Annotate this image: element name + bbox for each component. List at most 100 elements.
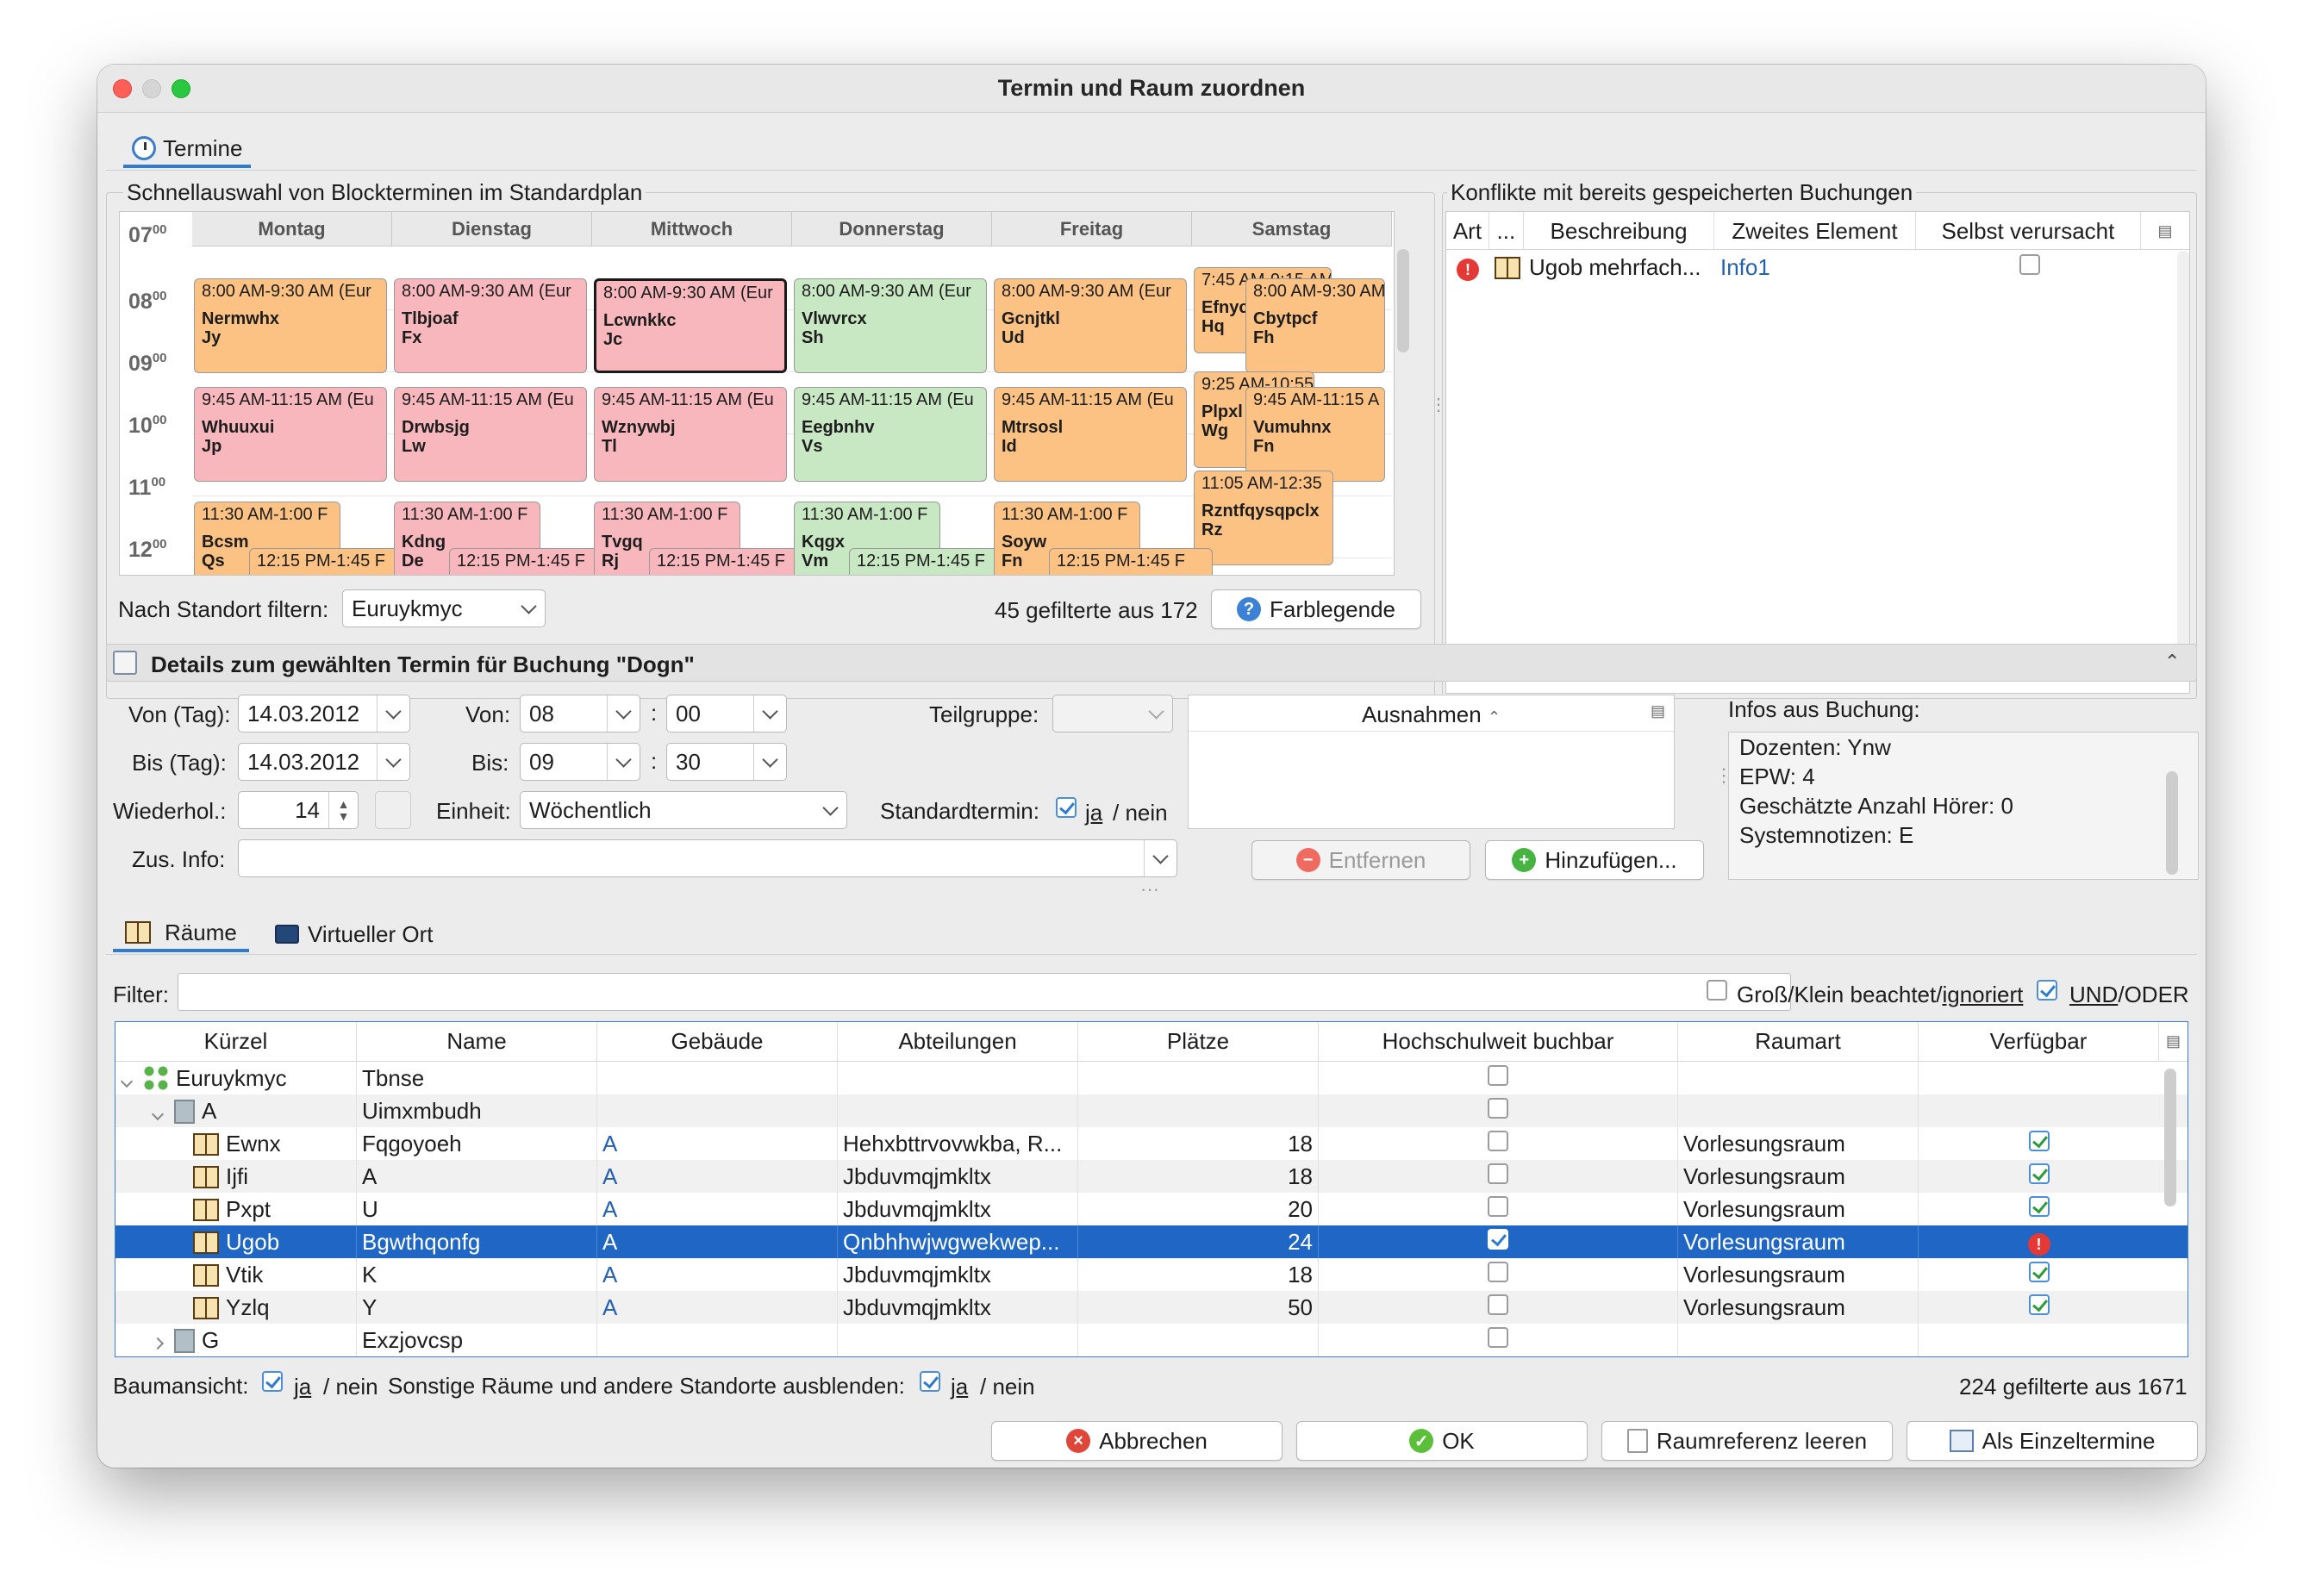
minimize-window-button[interactable]: [142, 79, 161, 98]
chevron-down-icon[interactable]: [377, 744, 409, 780]
calendar-event[interactable]: 9:45 AM-11:15 AM (Eu Drwbsjg Lw: [394, 387, 587, 482]
chevron-down-icon[interactable]: [1144, 840, 1176, 876]
stepper-arrows-icon[interactable]: ▲ ▼: [328, 792, 358, 828]
tab-raeume[interactable]: Räume: [113, 916, 249, 952]
teilgruppe-select[interactable]: [1052, 695, 1173, 733]
single-dates-button[interactable]: Als Einzeltermine: [1907, 1421, 2198, 1461]
cell-gebaeude[interactable]: A: [597, 1160, 838, 1193]
table-row[interactable]: Pxpt U A Jbduvmqjmkltx 20 Vorlesungsraum: [115, 1193, 2188, 1225]
campus-bookable-checkbox[interactable]: [1488, 1262, 1508, 1282]
col-beschreibung[interactable]: Beschreibung: [1524, 212, 1715, 249]
expand-icon[interactable]: [151, 1107, 165, 1121]
calendar-event[interactable]: 8:00 AM-9:30 AM (Eur Lcwnkkc Jc: [594, 278, 787, 373]
calendar-event[interactable]: 11:05 AM-12:35 Rzntfqysqpclx Rz: [1194, 471, 1333, 565]
site-filter-select[interactable]: Euruykmyc: [342, 589, 546, 627]
table-row[interactable]: Yzlq Y A Jbduvmqjmkltx 50 Vorlesungsraum: [115, 1291, 2188, 1324]
col-raumart[interactable]: Raumart: [1678, 1022, 1919, 1061]
conflicts-scrollbar[interactable]: [2177, 251, 2189, 682]
campus-bookable-checkbox[interactable]: [1488, 1065, 1508, 1086]
infos-scrollbar[interactable]: [2166, 771, 2178, 875]
column-settings-icon[interactable]: ▤: [1650, 702, 1665, 720]
calendar-event[interactable]: 12:15 PM-1:45 F: [649, 548, 813, 575]
rooms-scrollbar[interactable]: [2164, 1069, 2176, 1206]
collapse-icon[interactable]: ⌃: [2164, 651, 2181, 672]
standardtermin-checkbox[interactable]: [1056, 797, 1077, 824]
close-window-button[interactable]: [113, 79, 132, 98]
campus-bookable-checkbox[interactable]: [1488, 1327, 1508, 1348]
wiederhol-stepper[interactable]: 14 ▲ ▼: [238, 791, 359, 829]
sonstige-checkbox[interactable]: [920, 1371, 940, 1398]
calendar-event[interactable]: 12:15 PM-1:45 F: [849, 548, 1013, 575]
zoom-window-button[interactable]: [172, 79, 190, 98]
col-kuerzel[interactable]: Kürzel: [115, 1022, 357, 1061]
von-tag-field[interactable]: 14.03.2012: [238, 695, 410, 733]
campus-bookable-checkbox[interactable]: [1488, 1098, 1508, 1119]
col-verfuegbar[interactable]: Verfügbar: [1919, 1022, 2159, 1061]
collapse-tree-icon[interactable]: [151, 1337, 165, 1350]
calendar-event[interactable]: 8:00 AM-9:30 AM (Eur Nermwhx Jy: [194, 278, 387, 373]
calendar-event[interactable]: 12:15 PM-1:45 F: [1049, 548, 1213, 575]
clear-room-button[interactable]: Raumreferenz leeren: [1601, 1421, 1893, 1461]
calendar-event[interactable]: 9:45 AM-11:15 AM (Eu Whuuxui Jp: [194, 387, 387, 482]
calendar-event[interactable]: 12:15 PM-1:45 F: [249, 548, 413, 575]
calendar-event[interactable]: 9:45 AM-11:15 AM (Eu Wznywbj Tl: [594, 387, 787, 482]
weekly-calendar[interactable]: 0700 0800 0900 1000 1100 1200 Montag Dienstag Mi…: [119, 211, 1395, 576]
calendar-event[interactable]: 8:00 AM-9:30 AM (Eur Tlbjoaf Fx: [394, 278, 587, 373]
split-handle[interactable]: ···: [1140, 878, 1159, 900]
column-settings-icon[interactable]: ▤: [2165, 1032, 2181, 1050]
von-hour-select[interactable]: 08: [520, 695, 640, 733]
color-legend-button[interactable]: ? Farblegende: [1211, 589, 1421, 629]
table-row[interactable]: Ijfi A A Jbduvmqjmkltx 18 Vorlesungsraum: [115, 1160, 2188, 1193]
campus-bookable-checkbox[interactable]: [1488, 1294, 1508, 1315]
column-settings-icon[interactable]: ▤: [2157, 222, 2173, 240]
table-row[interactable]: A Uimxmbudh: [115, 1094, 2188, 1127]
tab-virtual[interactable]: Virtueller Ort: [270, 916, 438, 952]
bis-hour-select[interactable]: 09: [520, 743, 640, 781]
table-row[interactable]: Vtik K A Jbduvmqjmkltx 18 Vorlesungsraum: [115, 1258, 2188, 1291]
chevron-down-icon[interactable]: [377, 695, 409, 732]
table-row[interactable]: G Exzjovcsp: [115, 1324, 2188, 1356]
entfernen-button[interactable]: − Entfernen: [1251, 840, 1470, 880]
campus-bookable-checkbox[interactable]: [1488, 1196, 1508, 1217]
cell-gebaeude[interactable]: A: [597, 1258, 838, 1291]
tab-termine[interactable]: Termine: [123, 132, 252, 168]
campus-bookable-checkbox[interactable]: [1488, 1131, 1508, 1151]
col-hochschulweit[interactable]: Hochschulweit buchbar: [1319, 1022, 1678, 1061]
self-caused-checkbox[interactable]: [2019, 254, 2040, 275]
cell-gebaeude[interactable]: [597, 1324, 838, 1356]
calendar-event[interactable]: 8:00 AM-9:30 AM (Eur Vlwvrcx Sh: [794, 278, 987, 373]
einheit-select[interactable]: Wöchentlich: [520, 791, 847, 829]
col-plaetze[interactable]: Plätze: [1078, 1022, 1319, 1061]
case-checkbox[interactable]: [1707, 980, 1727, 1007]
split-handle[interactable]: ⋮: [1430, 396, 1447, 415]
cancel-button[interactable]: × Abbrechen: [991, 1421, 1283, 1461]
bis-minute-select[interactable]: 30: [666, 743, 787, 781]
expand-icon[interactable]: [120, 1075, 134, 1088]
calendar-scrollbar[interactable]: [1397, 249, 1409, 352]
cell-gebaeude[interactable]: [597, 1094, 838, 1127]
campus-bookable-checkbox[interactable]: [1488, 1229, 1508, 1250]
col-selbst[interactable]: Selbst verursacht: [1916, 212, 2142, 249]
cell-gebaeude[interactable]: A: [597, 1225, 838, 1258]
ausnahmen-header[interactable]: Ausnahmen ⌃: [1189, 695, 1674, 732]
table-row[interactable]: Ugob Bgwthqonfg A Qnbhhwjwgwekwep... 24 Vorle…: [115, 1225, 2188, 1258]
calendar-event[interactable]: 9:45 AM-11:15 AM (Eu Mtrsosl Id: [994, 387, 1187, 482]
col-gebaeude[interactable]: Gebäude: [597, 1022, 838, 1061]
ok-button[interactable]: ✓ OK: [1296, 1421, 1588, 1461]
cell-gebaeude[interactable]: A: [597, 1193, 838, 1225]
calendar-event[interactable]: 9:45 AM-11:15 A Vumuhnx Fn: [1245, 387, 1385, 482]
ausnahmen-list[interactable]: Ausnahmen ⌃ ▤: [1188, 695, 1675, 829]
calendar-event[interactable]: 8:00 AM-9:30 AM (Eur Gcnjtkl Ud: [994, 278, 1187, 373]
col-zweites[interactable]: Zweites Element: [1714, 212, 1916, 249]
wiederhol-extra-button[interactable]: [375, 791, 411, 829]
von-minute-select[interactable]: 00: [666, 695, 787, 733]
calendar-event[interactable]: 12:15 PM-1:45 F: [449, 548, 613, 575]
und-oder-checkbox[interactable]: [2037, 980, 2057, 1007]
cell-gebaeude[interactable]: A: [597, 1127, 838, 1160]
col-dots[interactable]: ...: [1489, 212, 1524, 249]
col-art[interactable]: Art: [1446, 212, 1489, 249]
table-row[interactable]: Ewnx Fqgoyoeh A Hehxbttrvovwkba, R... 18 Vorl…: [115, 1127, 2188, 1160]
bis-tag-field[interactable]: 14.03.2012: [238, 743, 410, 781]
cell-gebaeude[interactable]: A: [597, 1291, 838, 1324]
conflict-row[interactable]: ! Ugob mehrfach... Info1: [1446, 250, 2189, 284]
